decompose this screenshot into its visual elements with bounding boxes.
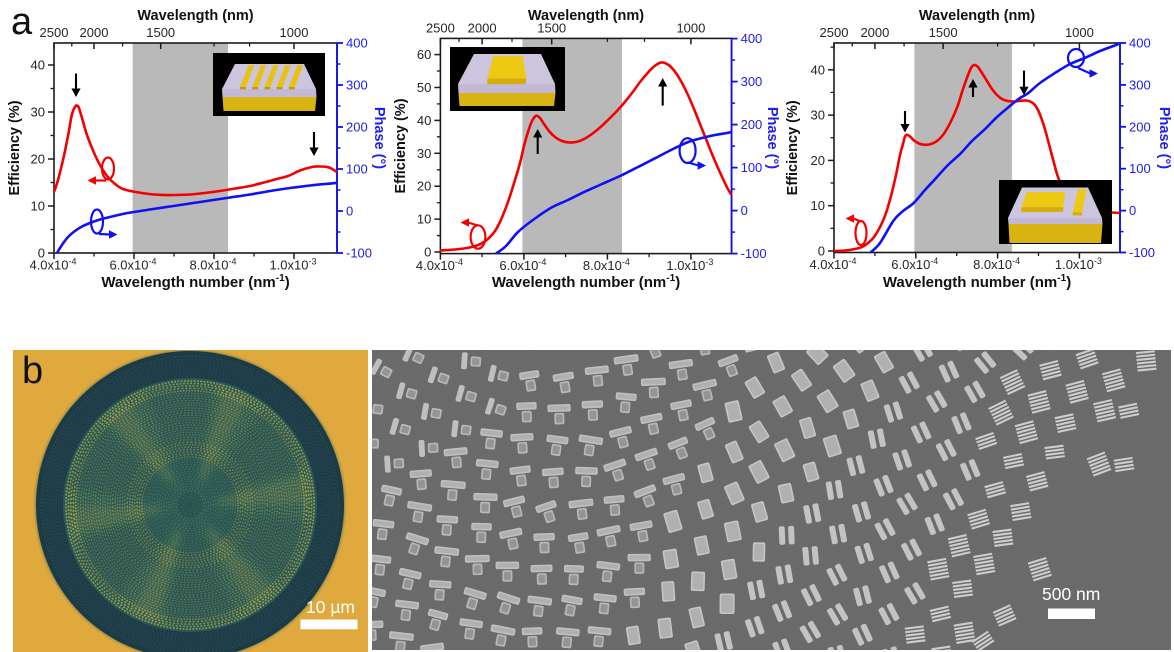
svg-text:300: 300 — [741, 74, 763, 89]
svg-text:0: 0 — [424, 245, 431, 260]
svg-text:1.0x10-3: 1.0x10-3 — [1055, 256, 1102, 272]
svg-text:20: 20 — [417, 179, 431, 194]
svg-text:300: 300 — [346, 78, 368, 93]
svg-text:Phase (°): Phase (°) — [764, 107, 780, 169]
svg-text:30: 30 — [417, 146, 431, 161]
svg-text:10: 10 — [31, 199, 45, 214]
svg-text:10: 10 — [417, 212, 431, 227]
svg-text:10 µm: 10 µm — [306, 597, 355, 617]
svg-text:50: 50 — [417, 80, 431, 95]
svg-text:30: 30 — [811, 108, 825, 123]
svg-text:1000: 1000 — [1065, 25, 1094, 40]
svg-text:-100: -100 — [741, 246, 767, 261]
svg-text:Wavelength number (nm-1): Wavelength number (nm-1) — [883, 273, 1071, 291]
svg-text:6.0x10-4: 6.0x10-4 — [891, 256, 938, 272]
svg-text:2500: 2500 — [426, 20, 455, 35]
svg-text:6.0x10-4: 6.0x10-4 — [499, 257, 546, 273]
svg-text:8.0x10-4: 8.0x10-4 — [973, 256, 1020, 272]
svg-text:Wavelength (nm): Wavelength (nm) — [137, 8, 253, 24]
svg-text:200: 200 — [1129, 119, 1151, 134]
svg-text:1000: 1000 — [676, 20, 705, 35]
svg-text:Efficiency (%): Efficiency (%) — [393, 98, 409, 193]
svg-text:1500: 1500 — [146, 25, 175, 40]
svg-text:1500: 1500 — [929, 25, 958, 40]
svg-text:4.0x10-4: 4.0x10-4 — [416, 257, 463, 273]
svg-text:0: 0 — [818, 244, 825, 259]
svg-text:40: 40 — [417, 113, 431, 128]
svg-text:1500: 1500 — [537, 20, 566, 35]
svg-text:40: 40 — [811, 62, 825, 77]
svg-text:2000: 2000 — [860, 25, 889, 40]
svg-text:-100: -100 — [1129, 245, 1155, 260]
svg-text:6.0x10-4: 6.0x10-4 — [109, 257, 156, 273]
svg-text:20: 20 — [811, 153, 825, 168]
svg-text:8.0x10-4: 8.0x10-4 — [189, 257, 236, 273]
svg-text:0: 0 — [1129, 203, 1136, 218]
svg-text:Efficiency (%): Efficiency (%) — [785, 100, 801, 195]
svg-text:100: 100 — [346, 162, 368, 177]
svg-text:Wavelength number (nm-1): Wavelength number (nm-1) — [101, 273, 289, 291]
svg-text:1.0x10-3: 1.0x10-3 — [666, 257, 713, 273]
svg-text:100: 100 — [1129, 161, 1151, 176]
svg-text:200: 200 — [346, 120, 368, 135]
svg-text:500 nm: 500 nm — [1042, 584, 1100, 604]
svg-text:2000: 2000 — [80, 25, 109, 40]
svg-text:200: 200 — [741, 117, 763, 132]
svg-text:1.0x10-3: 1.0x10-3 — [269, 257, 316, 273]
svg-text:400: 400 — [346, 36, 368, 51]
svg-text:20: 20 — [31, 152, 45, 167]
svg-text:2500: 2500 — [820, 25, 849, 40]
svg-text:60: 60 — [417, 47, 431, 62]
svg-text:0: 0 — [38, 246, 45, 261]
svg-text:2500: 2500 — [40, 25, 69, 40]
svg-text:40: 40 — [31, 58, 45, 73]
svg-text:30: 30 — [31, 105, 45, 120]
svg-text:-100: -100 — [346, 246, 372, 261]
svg-text:Wavelength (nm): Wavelength (nm) — [528, 8, 644, 24]
svg-text:b: b — [22, 350, 43, 392]
svg-text:400: 400 — [741, 31, 763, 46]
svg-text:2000: 2000 — [468, 20, 497, 35]
svg-text:Phase (°): Phase (°) — [1156, 107, 1172, 169]
svg-text:1000: 1000 — [280, 25, 309, 40]
svg-text:Wavelength (nm): Wavelength (nm) — [919, 8, 1035, 24]
svg-text:300: 300 — [1129, 77, 1151, 92]
svg-text:Efficiency (%): Efficiency (%) — [7, 100, 23, 195]
svg-text:Phase (°): Phase (°) — [371, 107, 387, 169]
svg-text:0: 0 — [741, 203, 748, 218]
svg-text:Wavelength number (nm-1): Wavelength number (nm-1) — [492, 273, 680, 291]
svg-text:8.0x10-4: 8.0x10-4 — [583, 257, 630, 273]
svg-text:0: 0 — [346, 204, 353, 219]
svg-text:4.0x10-4: 4.0x10-4 — [29, 257, 76, 273]
svg-text:4.0x10-4: 4.0x10-4 — [809, 256, 856, 272]
svg-text:100: 100 — [741, 160, 763, 175]
svg-text:400: 400 — [1129, 36, 1151, 51]
svg-text:10: 10 — [811, 198, 825, 213]
